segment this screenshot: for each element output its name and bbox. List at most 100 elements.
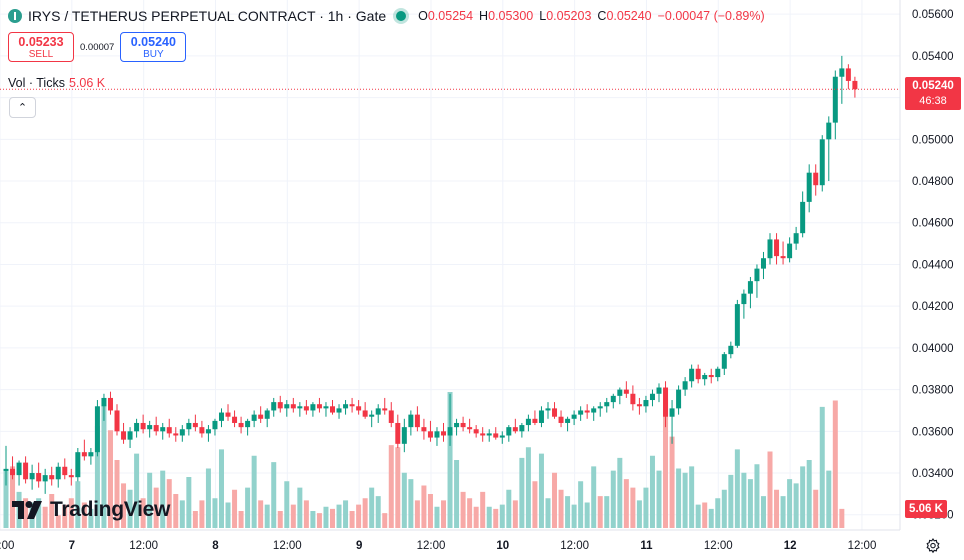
symbol-title[interactable]: IRYS / TETHERUS PERPETUAL CONTRACT · 1h … xyxy=(28,8,387,24)
volume-bar xyxy=(297,487,303,528)
candle-body xyxy=(682,381,688,390)
volume-bar xyxy=(81,502,87,528)
candle-body xyxy=(179,429,185,436)
volume-label: Vol · Ticks xyxy=(8,76,65,90)
volume-bar xyxy=(512,500,518,528)
candle-body xyxy=(121,431,127,440)
volume-bar xyxy=(819,406,825,528)
chevron-up-icon: ⌃ xyxy=(17,102,28,114)
candle-body xyxy=(826,122,832,140)
candle-body xyxy=(23,462,29,480)
volume-bar xyxy=(336,504,342,528)
candle-body xyxy=(414,414,420,428)
candle-body xyxy=(245,420,251,428)
candle-body xyxy=(42,475,48,482)
candle-body xyxy=(401,427,407,444)
time-axis-label: 8 xyxy=(212,540,219,552)
candle-body xyxy=(310,404,316,411)
volume-bar xyxy=(493,508,499,528)
market-open-status-icon xyxy=(396,11,407,21)
collapse-legend-button[interactable]: ⌃ xyxy=(9,97,36,118)
volume-bar xyxy=(434,506,440,528)
volume-bar xyxy=(545,498,551,528)
volume-bar xyxy=(774,489,780,528)
volume-bar xyxy=(382,513,388,528)
volume-bar xyxy=(571,504,577,528)
time-axis-label: 12:00 xyxy=(560,540,589,552)
volume-bar xyxy=(663,398,669,528)
candle-body xyxy=(408,414,414,428)
candle-body xyxy=(369,414,375,417)
buy-label: BUY xyxy=(143,49,164,61)
candle-body xyxy=(147,425,153,430)
sell-button[interactable]: 0.05233 SELL xyxy=(8,32,74,62)
candle-body xyxy=(454,422,460,428)
candle-body xyxy=(303,406,309,411)
price-axis-label: 0.05600 xyxy=(912,9,954,21)
candle-body xyxy=(75,452,81,478)
candle-body xyxy=(532,418,538,423)
candle-body xyxy=(656,387,662,394)
candle-body xyxy=(578,410,584,415)
gear-icon[interactable] xyxy=(924,537,942,555)
candle-body xyxy=(747,281,753,294)
candle-body xyxy=(68,475,74,478)
volume-bar xyxy=(401,472,407,528)
candle-body xyxy=(780,256,786,259)
low-label: L xyxy=(539,9,547,23)
price-pane[interactable] xyxy=(0,0,900,530)
volume-bar xyxy=(519,457,525,528)
symbol-logo-icon xyxy=(8,9,22,23)
volume-bar xyxy=(375,496,381,528)
volume-bar xyxy=(617,457,623,528)
candle-body xyxy=(271,402,277,411)
candle-body xyxy=(134,422,140,432)
candle-body xyxy=(839,68,845,77)
volume-bar xyxy=(343,500,349,528)
candle-body xyxy=(852,80,858,90)
volume-bar xyxy=(23,498,29,528)
candle-body xyxy=(205,429,211,434)
buy-button[interactable]: 0.05240 BUY xyxy=(120,32,187,62)
candle-body xyxy=(166,427,172,434)
volume-bar xyxy=(813,489,819,528)
volume-bar xyxy=(388,445,394,528)
candle-body xyxy=(434,431,440,438)
candle-body xyxy=(192,422,198,428)
candle-body xyxy=(107,397,113,411)
candle-body xyxy=(94,406,100,453)
candle-body xyxy=(565,418,571,423)
volume-bar xyxy=(205,468,211,528)
volume-bar xyxy=(486,506,492,528)
candle-body xyxy=(467,427,473,430)
time-axis-label: 9 xyxy=(356,540,362,552)
candle-body xyxy=(173,433,179,436)
candlestick-plot[interactable] xyxy=(0,0,900,530)
volume-bar xyxy=(284,481,290,528)
price-axis-label: 0.04800 xyxy=(912,176,954,188)
volume-bar xyxy=(62,504,68,528)
volume-bar xyxy=(42,506,48,528)
volume-bar xyxy=(160,470,166,528)
candle-body xyxy=(297,406,303,409)
candle-body xyxy=(81,452,87,457)
volume-bar xyxy=(447,392,453,528)
volume-bar xyxy=(734,449,740,528)
candle-body xyxy=(447,427,453,436)
time-axis-label: 10 xyxy=(496,540,509,552)
candle-body xyxy=(212,420,218,430)
volume-bar xyxy=(702,502,708,528)
volume-legend[interactable]: Vol · Ticks 5.06 K xyxy=(8,76,105,90)
volume-bar xyxy=(506,489,512,528)
symbol-legend[interactable]: IRYS / TETHERUS PERPETUAL CONTRACT · 1h … xyxy=(8,8,765,24)
bar-countdown: 46:38 xyxy=(919,95,947,107)
candle-body xyxy=(734,304,740,346)
candle-body xyxy=(813,172,819,186)
volume-bar xyxy=(218,449,224,528)
candle-body xyxy=(480,433,486,436)
candle-body xyxy=(760,258,766,269)
candle-body xyxy=(49,475,55,480)
price-axis-label: 0.03400 xyxy=(912,468,954,480)
sell-price: 0.05233 xyxy=(18,35,64,49)
